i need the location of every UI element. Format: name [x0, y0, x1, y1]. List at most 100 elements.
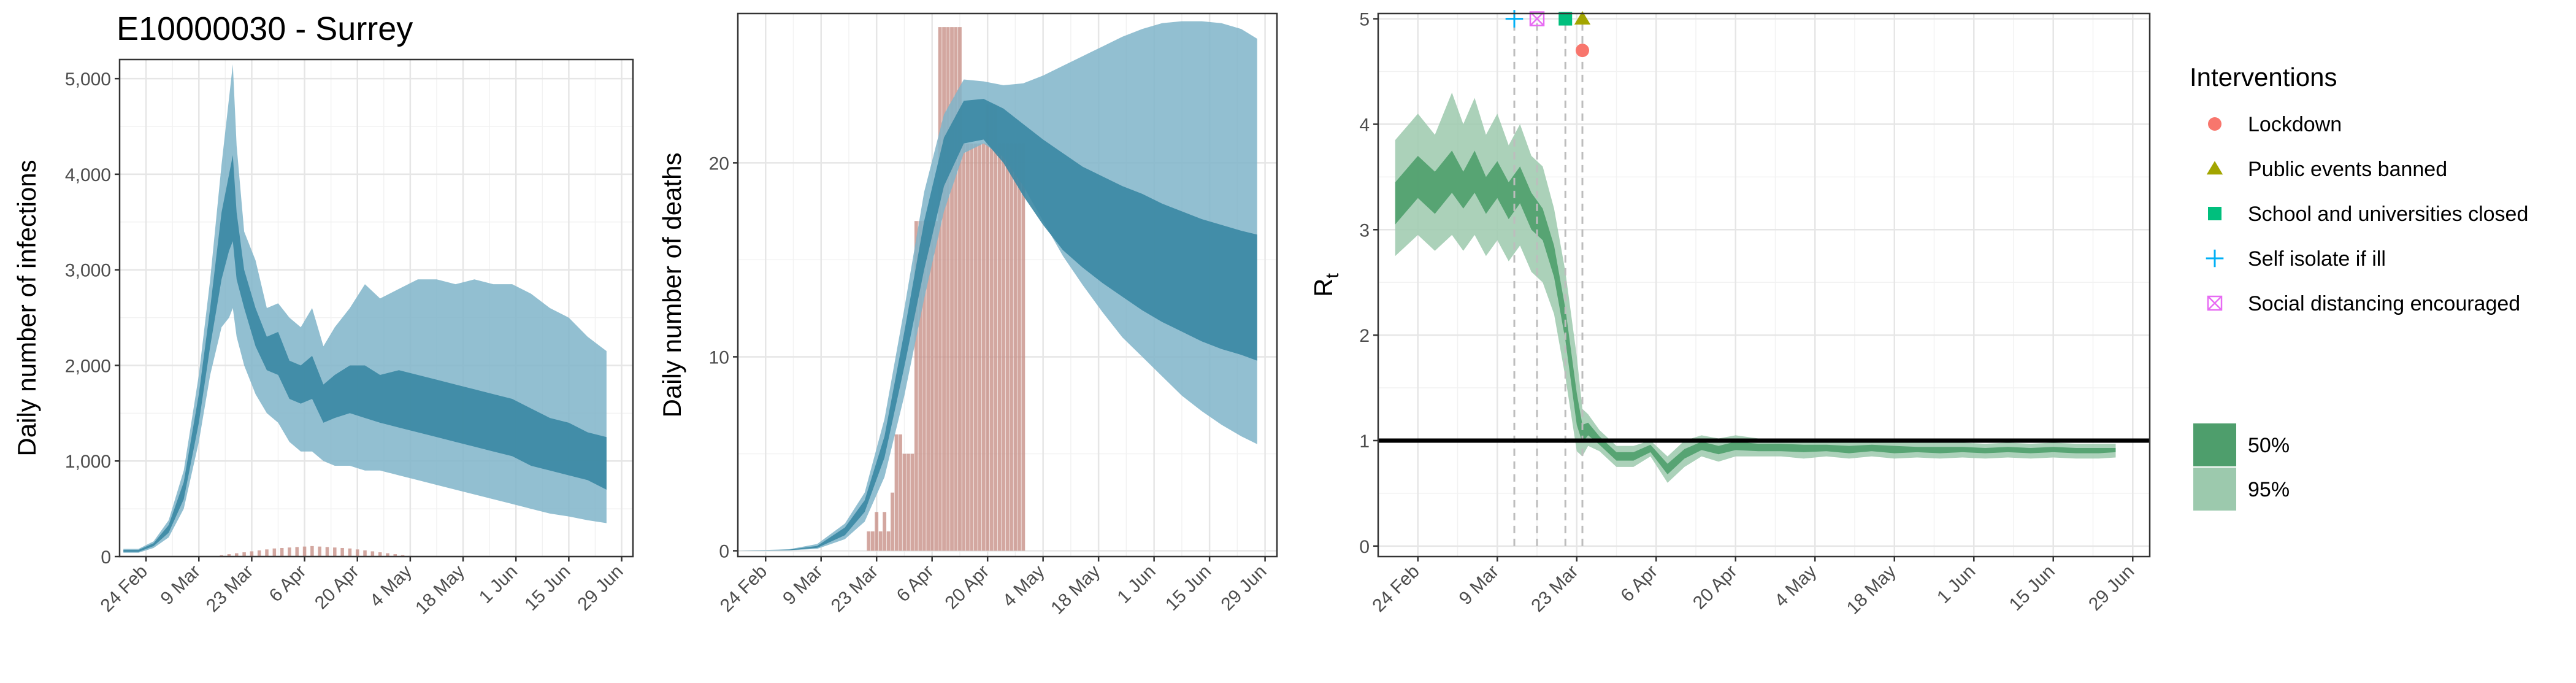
bar: [257, 550, 261, 557]
plot-background: [1378, 14, 2150, 557]
legend-triangle-icon: [2206, 161, 2223, 175]
bar: [934, 221, 938, 551]
legend-square-icon: [2208, 207, 2221, 220]
reported-bars: [212, 546, 412, 557]
bar: [348, 548, 352, 557]
intervention-boxx-marker: [1529, 11, 1545, 26]
bar: [1021, 143, 1025, 551]
bar: [886, 531, 891, 551]
bar: [970, 143, 974, 551]
legend-boxx-icon: [2207, 295, 2223, 311]
bar: [227, 554, 231, 557]
bar: [378, 552, 382, 557]
bar: [333, 547, 337, 557]
legend-title: Interventions: [2190, 63, 2337, 91]
bar: [938, 27, 942, 551]
x-tick-label: 6 Apr: [1617, 561, 1662, 606]
intervention-triangle-marker: [1574, 10, 1591, 25]
legend-item-label: Lockdown: [2248, 113, 2342, 136]
bar: [962, 143, 966, 551]
band-50-percent: [1395, 150, 2116, 474]
x-tick-label: 23 Mar: [1527, 561, 1582, 616]
x-tick-label: 29 Jun: [2085, 561, 2138, 615]
bar: [393, 554, 397, 557]
bar: [363, 550, 367, 557]
legend-item-label: School and universities closed: [2248, 203, 2528, 226]
x-tick-label: 24 Feb: [1368, 561, 1423, 616]
x-tick-label: 4 May: [999, 561, 1049, 611]
bar: [973, 143, 978, 551]
bar: [978, 143, 982, 551]
bar: [918, 221, 922, 551]
bar: [930, 221, 934, 551]
bar: [242, 552, 246, 557]
bar: [1002, 143, 1005, 551]
x-tick-label: 18 May: [1843, 561, 1900, 619]
legend-band-swatch: [2193, 468, 2236, 511]
x-tick-label: 1 Jun: [1933, 561, 1979, 608]
figure-title: E10000030 - Surrey: [117, 10, 413, 47]
y-axis-title: Rt: [1309, 273, 1343, 297]
legend-item-label: Public events banned: [2248, 158, 2447, 181]
bar: [922, 221, 926, 551]
intervention-markers: [1505, 10, 1591, 546]
x-tick-label: 20 Apr: [941, 561, 993, 614]
bar: [926, 221, 930, 551]
y-tick-label: 2: [1359, 326, 1370, 346]
x-tick-label: 23 Mar: [827, 561, 882, 616]
bar: [310, 546, 314, 557]
x-tick-label: 29 Jun: [1217, 561, 1271, 615]
x-tick-label: 18 May: [1047, 561, 1104, 619]
bar: [954, 27, 958, 551]
x-tick-label: 15 Jun: [1162, 561, 1215, 615]
legend-band-label: 95%: [2248, 478, 2290, 501]
legend-band-label: 50%: [2248, 434, 2290, 457]
bar: [910, 453, 914, 551]
bar: [986, 104, 990, 551]
bar: [302, 546, 307, 557]
bar: [946, 27, 950, 551]
y-tick-label: 20: [709, 153, 729, 174]
bar: [958, 27, 962, 551]
bar: [894, 434, 899, 551]
y-tick-label: 0: [101, 547, 111, 568]
bar: [989, 104, 994, 551]
y-tick-label: 0: [719, 542, 729, 562]
legend-plus-icon: [2206, 249, 2224, 268]
plot-frame: [737, 12, 1278, 558]
plot-frame: [118, 58, 634, 558]
y-axis-title-subscript: t: [1322, 273, 1343, 279]
y-tick-label: 1,000: [65, 452, 111, 472]
y-tick-label: 0: [1359, 537, 1370, 557]
bar: [295, 547, 299, 557]
y-axis-title: Daily number of infections: [12, 160, 41, 456]
x-tick-label: 1 Jun: [1113, 561, 1159, 608]
x-tick-label: 29 Jun: [573, 561, 627, 615]
legend-circle-icon: [2208, 117, 2221, 131]
deaths-panel: 0 10 20 24 Feb 9 Mar 23 Mar 6 Apr 20 Apr 4 May18…: [657, 12, 1278, 619]
y-tick-label: 3: [1359, 220, 1370, 241]
legend-item-label: Self isolate if ill: [2248, 247, 2386, 271]
bar: [325, 547, 329, 557]
legend-band-swatch: [2193, 423, 2236, 466]
bar: [965, 143, 970, 551]
bar: [867, 531, 871, 551]
y-tick-label: 10: [709, 347, 729, 368]
x-tick-label: 15 Jun: [521, 561, 574, 615]
y-tick-label: 4: [1359, 115, 1370, 135]
y-tick-label: 3,000: [65, 261, 111, 281]
bar: [870, 531, 875, 551]
bar: [1010, 143, 1013, 551]
y-tick-label: 2,000: [65, 356, 111, 376]
reported-bars: [867, 27, 1025, 551]
bar: [1017, 143, 1021, 551]
x-tick-label: 9 Mar: [1455, 561, 1503, 609]
y-axis-title: Daily number of deaths: [657, 153, 686, 418]
bar: [235, 553, 239, 557]
bar: [899, 434, 902, 551]
x-tick-label: 24 Feb: [97, 561, 151, 616]
x-tick-label: 4 May: [366, 561, 416, 611]
bar: [950, 27, 954, 551]
intervention-square-marker: [1558, 12, 1573, 26]
